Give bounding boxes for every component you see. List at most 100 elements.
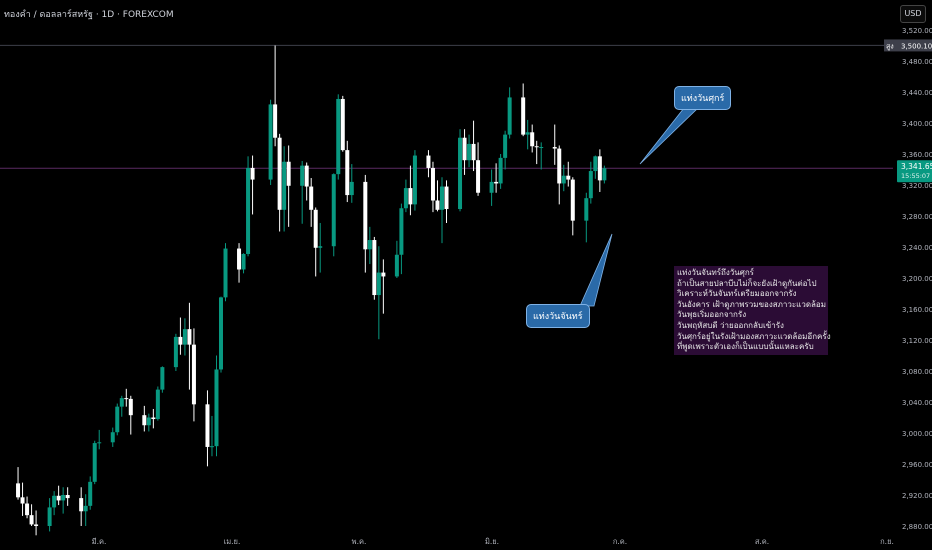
price-tick-label: 3,080.00	[902, 368, 932, 376]
candle	[286, 145, 291, 227]
candle-body	[237, 248, 242, 270]
candle	[155, 386, 160, 421]
note-line: วันศุกร์อยู่ในรังเฝ้ามองสภาวะแวดล้อมอีกค…	[677, 331, 831, 341]
time-tick-label: ส.ค.	[755, 537, 769, 546]
candle	[83, 494, 88, 526]
candle	[246, 156, 251, 257]
candle-body	[439, 186, 444, 210]
candle	[566, 161, 571, 187]
candle	[340, 95, 345, 152]
note-line: แท่งวันจันทร์ถึงวันศุกร์	[677, 268, 754, 277]
candle-body	[476, 160, 481, 193]
candle-body	[444, 186, 449, 210]
candle-body	[534, 146, 539, 148]
candle-body	[309, 186, 314, 210]
candle-body	[557, 148, 562, 184]
monday-callout[interactable]: แท่งวันจันทร์	[526, 304, 590, 328]
candle-body	[349, 181, 354, 196]
price-tick-label: 3,040.00	[902, 399, 932, 407]
candle-body	[530, 132, 535, 147]
candle	[52, 491, 57, 516]
candle-body	[602, 168, 607, 181]
candle-body	[160, 367, 165, 390]
candle-body	[155, 389, 160, 420]
candle	[412, 150, 417, 211]
candle	[331, 173, 336, 257]
candle-body	[92, 443, 97, 482]
candle-body	[521, 97, 526, 135]
note-line: วันอังคาร เฝ้าดูภาพรวมของสภาวะแวดล้อม	[677, 299, 827, 309]
candle	[97, 429, 102, 450]
candle-body	[124, 398, 129, 400]
candle-body	[498, 157, 503, 184]
candle-body	[394, 254, 399, 277]
candle-body	[250, 167, 255, 180]
candle	[530, 124, 535, 153]
bar-countdown: 15:55:07	[901, 172, 930, 180]
candle	[376, 246, 381, 340]
candle	[61, 487, 66, 514]
candle-body	[435, 200, 440, 210]
candle	[467, 134, 472, 168]
candle-body	[214, 369, 219, 447]
high-value: 3,500.10	[901, 42, 932, 50]
price-tick-label: 3,480.00	[902, 58, 932, 66]
candle	[345, 140, 350, 203]
candle	[408, 165, 413, 216]
currency-button[interactable]: USD	[900, 5, 926, 23]
price-axis[interactable]: 3,520.00 3,480.00 3,440.00 3,400.00 3,360.00…	[884, 0, 932, 550]
candle	[88, 476, 93, 510]
candle-body	[340, 98, 345, 151]
candle	[584, 192, 589, 243]
time-tick-label: เม.ย.	[224, 537, 241, 546]
candle-body	[462, 137, 467, 161]
candle	[205, 390, 210, 467]
symbol-title[interactable]: ทองคำ / ดอลลาร์สหรัฐ · 1D · FOREXCOM	[4, 10, 174, 20]
candle	[146, 413, 151, 432]
time-tick-label: มิ.ย.	[485, 537, 499, 546]
candle	[223, 243, 228, 302]
candle-body	[88, 481, 93, 506]
analysis-note[interactable]: แท่งวันจันทร์ถึงวันศุกร์ ถ้าเป็นสายปลาบี…	[674, 266, 831, 355]
candle-body	[403, 188, 408, 209]
price-tick-label: 3,360.00	[902, 151, 932, 159]
note-line: ที่พูดเพราะตัวเองก็เป็นแบบนั้นแหละครับ	[677, 342, 814, 352]
candle	[16, 467, 21, 500]
candle-body	[110, 432, 115, 443]
candle-body	[376, 272, 381, 296]
candle	[300, 160, 305, 224]
candle-body	[268, 104, 273, 180]
candle-body	[566, 175, 571, 180]
time-axis[interactable]: มี.ค. เม.ย. พ.ค. มิ.ย. ก.ค. ส.ค. ก.ย.	[92, 537, 894, 546]
price-tick-label: 3,520.00	[902, 27, 932, 35]
candle-body	[300, 165, 305, 186]
candle-body	[56, 495, 61, 501]
candle-body	[25, 503, 30, 516]
candle	[56, 485, 61, 506]
candle	[602, 165, 607, 184]
candle-body	[430, 167, 435, 201]
candle	[173, 333, 178, 371]
candle	[507, 87, 512, 139]
price-tick-label: 3,120.00	[902, 337, 932, 345]
candle	[498, 154, 503, 189]
candle-body	[304, 165, 309, 187]
candle-body	[277, 137, 282, 210]
candle-body	[34, 524, 39, 526]
candle-body	[399, 208, 404, 255]
candle	[34, 510, 39, 536]
candle-body	[223, 248, 228, 298]
time-tick-label: ก.ย.	[880, 537, 894, 546]
candle-body	[16, 483, 21, 498]
candle-body	[552, 147, 557, 149]
monday-callout-label: แท่งวันจันทร์	[533, 312, 583, 322]
candle-body	[408, 188, 413, 205]
candle	[372, 236, 377, 300]
high-value-bg	[899, 39, 932, 52]
candle	[250, 155, 255, 215]
candle	[237, 243, 242, 283]
friday-callout[interactable]: แท่งวันศุกร์	[674, 86, 732, 110]
candle	[439, 177, 444, 244]
candle	[309, 178, 314, 227]
candle-body	[313, 209, 318, 248]
